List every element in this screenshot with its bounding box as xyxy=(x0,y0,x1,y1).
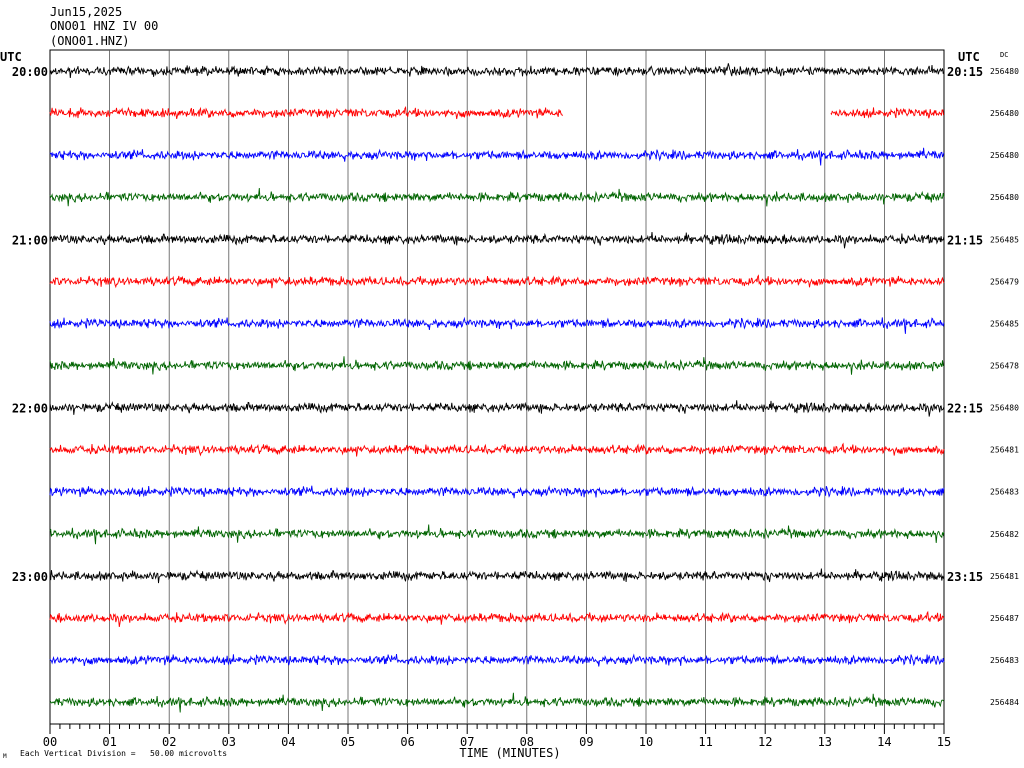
x-tick-label: 08 xyxy=(520,735,534,749)
dc-offset-label: 256480 xyxy=(990,193,1019,202)
x-tick-label: 09 xyxy=(579,735,593,749)
x-tick-label: 04 xyxy=(281,735,295,749)
x-tick-label: 10 xyxy=(639,735,653,749)
vertical-division-scale: Each Vertical Division = 50.00 microvolt… xyxy=(20,749,228,758)
x-tick-label: 07 xyxy=(460,735,474,749)
x-tick-label: 03 xyxy=(222,735,236,749)
channel-name: (ONO01.HNZ) xyxy=(50,34,130,48)
dc-offset-label: 256483 xyxy=(990,488,1019,497)
x-tick-label: 05 xyxy=(341,735,355,749)
footer-marker: M xyxy=(3,753,7,760)
seismic-trace xyxy=(49,568,945,584)
seismic-trace xyxy=(49,63,945,79)
dc-header-label: DC xyxy=(1000,51,1008,59)
x-tick-label: 13 xyxy=(818,735,832,749)
hour-label-right: 21:15 xyxy=(947,233,983,247)
x-tick-label: 12 xyxy=(758,735,772,749)
dc-offset-label: 256479 xyxy=(990,277,1019,286)
utc-label-left: UTC xyxy=(0,50,22,64)
seismic-trace xyxy=(49,485,945,499)
hour-label-right: 20:15 xyxy=(947,65,983,79)
seismic-trace xyxy=(49,610,945,627)
seismic-trace xyxy=(49,147,945,166)
x-tick-label: 14 xyxy=(877,735,891,749)
hour-label-left: 20:00 xyxy=(12,65,48,79)
x-tick-label: 11 xyxy=(698,735,712,749)
dc-offset-label: 256478 xyxy=(990,361,1019,370)
seismic-trace xyxy=(830,107,944,119)
seismic-trace xyxy=(49,232,945,249)
x-tick-label: 00 xyxy=(43,735,57,749)
seismic-trace xyxy=(49,400,945,417)
dc-offset-label: 256481 xyxy=(990,446,1019,455)
dc-offset-label: 256481 xyxy=(990,572,1019,581)
seismic-trace xyxy=(49,187,945,207)
x-tick-label: 15 xyxy=(937,735,951,749)
seismic-trace xyxy=(49,316,945,334)
hour-label-left: 23:00 xyxy=(12,570,48,584)
dc-offset-label: 256485 xyxy=(990,319,1019,328)
hour-label-left: 21:00 xyxy=(12,233,48,247)
dc-offset-label: 256484 xyxy=(990,698,1019,707)
hour-label-left: 22:00 xyxy=(12,402,48,416)
dc-offset-label: 256480 xyxy=(990,151,1019,160)
utc-label-right: UTC xyxy=(958,50,980,64)
dc-offset-label: 256480 xyxy=(990,109,1019,118)
seismic-trace xyxy=(49,356,945,375)
x-tick-label: 01 xyxy=(102,735,116,749)
hour-label-right: 22:15 xyxy=(947,402,983,416)
seismic-trace xyxy=(49,692,945,713)
x-axis-title: TIME (MINUTES) xyxy=(459,746,560,760)
station-name: ONO01 HNZ IV 00 xyxy=(50,19,159,33)
x-tick-label: 06 xyxy=(400,735,414,749)
seismic-trace xyxy=(49,274,945,289)
hour-label-right: 23:15 xyxy=(947,570,983,584)
seismic-trace xyxy=(49,653,945,667)
seismic-trace xyxy=(49,442,945,457)
dc-offset-label: 256480 xyxy=(990,404,1019,413)
plot-frame xyxy=(49,49,945,725)
dc-offset-label: 256485 xyxy=(990,235,1019,244)
dc-offset-label: 256483 xyxy=(990,656,1019,665)
dc-offset-label: 256480 xyxy=(990,67,1019,76)
seismic-trace xyxy=(49,105,563,120)
dc-offset-label: 256487 xyxy=(990,614,1019,623)
seismic-trace xyxy=(49,524,945,545)
dc-offset-label: 256482 xyxy=(990,530,1019,539)
x-tick-label: 02 xyxy=(162,735,176,749)
station-date: Jun15,2025 xyxy=(50,5,123,19)
